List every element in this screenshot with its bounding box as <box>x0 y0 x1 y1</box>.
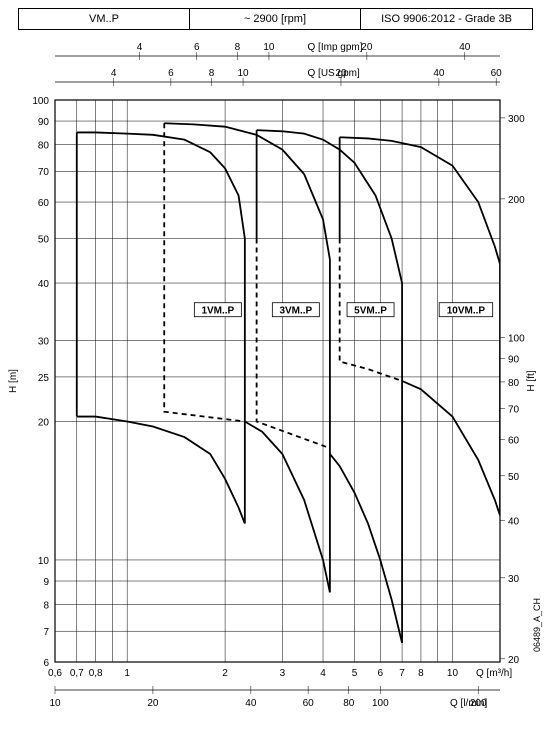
svg-text:90: 90 <box>508 354 520 365</box>
performance-chart: 678910202530405060708090100H [m]20304050… <box>0 0 549 735</box>
svg-text:100: 100 <box>508 333 525 344</box>
svg-text:40: 40 <box>245 698 257 709</box>
svg-text:8: 8 <box>43 601 49 612</box>
svg-text:10: 10 <box>49 698 61 709</box>
svg-text:80: 80 <box>38 141 50 152</box>
svg-text:20: 20 <box>147 698 159 709</box>
svg-text:30: 30 <box>38 337 50 348</box>
svg-text:10VM..P: 10VM..P <box>447 306 486 317</box>
svg-text:6: 6 <box>194 42 200 53</box>
svg-text:80: 80 <box>343 698 355 709</box>
svg-text:0,7: 0,7 <box>70 668 84 679</box>
svg-text:10: 10 <box>263 42 275 53</box>
svg-text:60: 60 <box>508 435 520 446</box>
svg-text:1VM..P: 1VM..P <box>201 306 234 317</box>
svg-text:40: 40 <box>459 42 471 53</box>
svg-text:70: 70 <box>38 167 50 178</box>
svg-text:8: 8 <box>235 42 241 53</box>
svg-text:40: 40 <box>433 68 445 79</box>
svg-text:50: 50 <box>38 234 50 245</box>
svg-text:25: 25 <box>38 373 50 384</box>
svg-text:70: 70 <box>508 405 520 416</box>
svg-text:10: 10 <box>237 68 249 79</box>
svg-text:Q [Imp gpm]: Q [Imp gpm] <box>308 42 363 53</box>
svg-text:4: 4 <box>137 42 143 53</box>
svg-text:5: 5 <box>352 668 358 679</box>
svg-text:Q [l/min]: Q [l/min] <box>450 698 487 709</box>
svg-text:80: 80 <box>508 378 520 389</box>
svg-text:5VM..P: 5VM..P <box>354 306 387 317</box>
svg-text:06489_A_CH: 06489_A_CH <box>532 598 542 652</box>
svg-text:20: 20 <box>508 655 520 666</box>
svg-text:30: 30 <box>508 574 520 585</box>
svg-text:100: 100 <box>372 698 389 709</box>
svg-text:10: 10 <box>447 668 459 679</box>
svg-text:40: 40 <box>38 279 50 290</box>
svg-text:3: 3 <box>280 668 286 679</box>
svg-text:6: 6 <box>378 668 384 679</box>
svg-text:90: 90 <box>38 117 50 128</box>
svg-text:H [m]: H [m] <box>8 369 19 393</box>
svg-text:60: 60 <box>303 698 315 709</box>
svg-text:7: 7 <box>43 627 49 638</box>
svg-text:8: 8 <box>418 668 424 679</box>
svg-text:50: 50 <box>508 472 520 483</box>
svg-text:Q [US gpm]: Q [US gpm] <box>308 68 360 79</box>
svg-text:20: 20 <box>38 417 50 428</box>
svg-text:3VM..P: 3VM..P <box>279 306 312 317</box>
svg-text:60: 60 <box>491 68 503 79</box>
svg-text:4: 4 <box>320 668 326 679</box>
svg-text:8: 8 <box>209 68 215 79</box>
svg-text:9: 9 <box>43 577 49 588</box>
svg-text:6: 6 <box>168 68 174 79</box>
svg-text:60: 60 <box>38 198 50 209</box>
svg-text:100: 100 <box>32 96 49 107</box>
svg-text:20: 20 <box>361 42 373 53</box>
svg-text:H [ft]: H [ft] <box>526 370 537 391</box>
svg-text:7: 7 <box>399 668 405 679</box>
svg-text:2: 2 <box>222 668 228 679</box>
svg-text:10: 10 <box>38 556 50 567</box>
svg-text:0,8: 0,8 <box>89 668 103 679</box>
svg-text:4: 4 <box>111 68 117 79</box>
svg-text:0,6: 0,6 <box>48 668 62 679</box>
svg-text:200: 200 <box>508 195 525 206</box>
svg-text:300: 300 <box>508 114 525 125</box>
svg-text:Q [m³/h]: Q [m³/h] <box>476 668 512 679</box>
svg-text:40: 40 <box>508 516 520 527</box>
svg-text:1: 1 <box>124 668 130 679</box>
